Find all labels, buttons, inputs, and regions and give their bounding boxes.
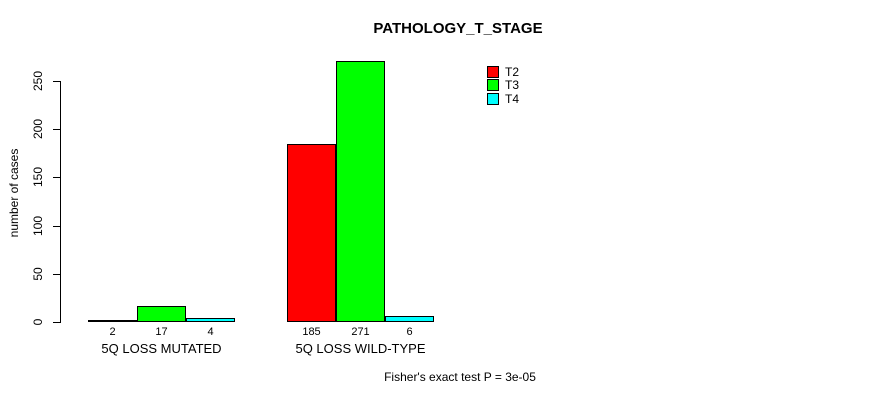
legend-swatch-t4 [487, 92, 499, 105]
y-tick-mark [53, 225, 60, 227]
legend-label: T2 [505, 64, 520, 79]
y-tick-mark [53, 81, 60, 82]
bar-t4-2 [385, 316, 434, 322]
bar-t2-1 [88, 320, 137, 323]
legend-swatch-t3 [487, 79, 499, 92]
y-tick-label: 100 [31, 215, 45, 236]
chart-title: PATHOLOGY_T_STAGE [373, 20, 543, 37]
y-axis-title: number of cases [7, 148, 21, 238]
bar-t3-2 [336, 60, 385, 322]
legend-label: T3 [505, 78, 520, 93]
bar-value-label: 271 [351, 326, 370, 338]
bar-t2-2 [287, 143, 336, 322]
bar-value-label: 6 [406, 326, 413, 338]
y-tick-mark [53, 177, 60, 179]
legend-item-t3: T3 [487, 78, 520, 93]
y-tick-mark [53, 322, 60, 323]
y-tick-label: 150 [31, 167, 45, 188]
legend: T2 T3 T4 [487, 65, 519, 106]
bar-value-label: 2 [109, 326, 116, 338]
y-tick-mark [53, 273, 60, 275]
y-axis-line [60, 81, 61, 323]
category-label: 5Q LOSS WILD-TYPE [295, 341, 426, 356]
y-tick-label: 50 [31, 267, 45, 281]
bar-value-label: 17 [155, 326, 168, 338]
bar-value-label: 4 [207, 326, 214, 338]
stat-test-annotation: Fisher's exact test P = 3e-05 [384, 370, 536, 384]
legend-item-t4: T4 [487, 92, 519, 106]
bar-t4-1 [186, 318, 235, 322]
bar-t3-1 [137, 305, 186, 322]
legend-item-t2: T2 [487, 65, 519, 79]
bar-value-label: 185 [302, 326, 321, 338]
category-label: 5Q LOSS MUTATED [101, 341, 222, 356]
legend-swatch-t2 [487, 65, 499, 78]
y-tick-label: 250 [31, 70, 45, 92]
legend-label: T4 [505, 91, 520, 106]
y-tick-mark [53, 129, 60, 131]
y-tick-label: 0 [31, 318, 45, 326]
y-tick-label: 200 [31, 119, 45, 140]
